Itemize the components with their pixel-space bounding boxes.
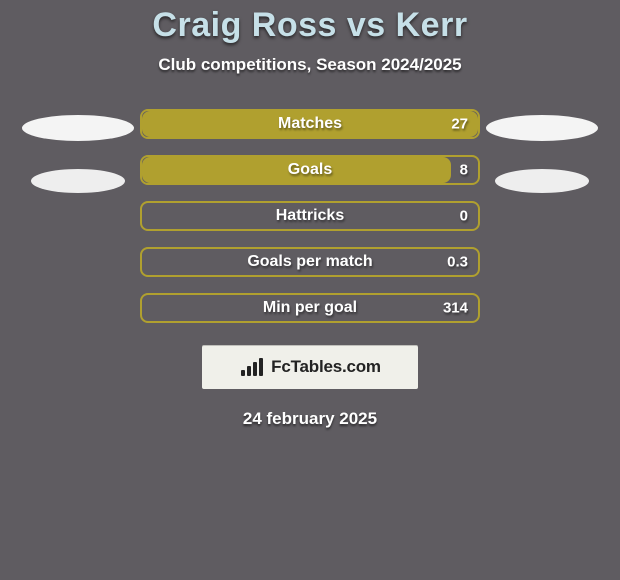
comparison-row: Matches27 Goals8 Hattricks0 Goals per match… xyxy=(0,109,620,323)
stat-value: 0.3 xyxy=(447,254,468,271)
stat-label: Hattricks xyxy=(142,207,478,225)
left-player-column xyxy=(18,109,138,193)
left-ellipse-0 xyxy=(22,115,134,141)
stats-column: Matches27 Goals8 Hattricks0 Goals per match… xyxy=(138,109,482,323)
stat-bar: Hattricks0 xyxy=(140,201,480,231)
fctables-logo[interactable]: FcTables.com xyxy=(202,345,418,389)
stat-label: Goals per match xyxy=(142,253,478,271)
stat-label: Min per goal xyxy=(142,299,478,317)
stat-value: 314 xyxy=(443,300,468,317)
stat-value: 0 xyxy=(460,208,468,225)
content-wrapper: Craig Ross vs Kerr Club competitions, Se… xyxy=(0,0,620,429)
stat-bar: Matches27 xyxy=(140,109,480,139)
page-title: Craig Ross vs Kerr xyxy=(152,6,467,45)
right-ellipse-0 xyxy=(486,115,598,141)
left-ellipse-1 xyxy=(31,169,125,193)
stat-fill xyxy=(142,111,478,137)
stat-bar: Goals per match0.3 xyxy=(140,247,480,277)
bars-icon xyxy=(239,356,265,378)
stat-bar: Min per goal314 xyxy=(140,293,480,323)
stat-value: 8 xyxy=(460,162,468,179)
page-subtitle: Club competitions, Season 2024/2025 xyxy=(158,55,461,75)
logo-text: FcTables.com xyxy=(271,357,381,377)
right-player-column xyxy=(482,109,602,193)
snapshot-date: 24 february 2025 xyxy=(243,409,377,429)
stat-fill xyxy=(142,157,451,183)
stat-bar: Goals8 xyxy=(140,155,480,185)
right-ellipse-1 xyxy=(495,169,589,193)
